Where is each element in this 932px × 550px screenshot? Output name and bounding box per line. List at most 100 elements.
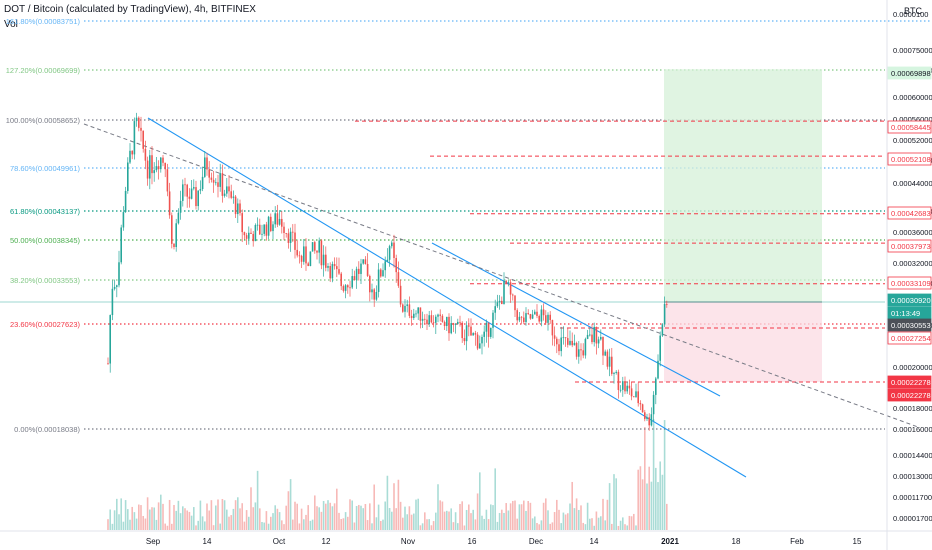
volume-bar-29 xyxy=(171,523,173,530)
volume-bar-24 xyxy=(160,494,162,530)
candle-body-233 xyxy=(619,389,622,391)
candle-body-116 xyxy=(362,259,364,264)
price-tag-9: 0.00027254 xyxy=(891,334,931,343)
volume-bar-199 xyxy=(545,498,547,530)
candle-body-136 xyxy=(406,304,408,306)
candle-body-252 xyxy=(661,324,664,336)
candle-body-29 xyxy=(171,215,173,244)
fib-label-4: 61.80%(0.00043137) xyxy=(10,207,81,216)
candle-body-93 xyxy=(311,242,314,252)
volume-bar-104 xyxy=(336,488,338,530)
volume-bar-141 xyxy=(417,498,419,530)
volume-bar-52 xyxy=(221,498,224,530)
volume-bar-159 xyxy=(457,523,459,530)
volume-bar-146 xyxy=(428,519,430,530)
candle-body-228 xyxy=(608,356,611,367)
volume-bar-220 xyxy=(591,518,593,530)
volume-bar-74 xyxy=(270,516,272,530)
candle-body-26 xyxy=(164,162,166,170)
volume-bar-40 xyxy=(195,525,197,530)
candle-body-58 xyxy=(234,196,237,215)
candle-body-182 xyxy=(507,282,510,284)
candle-body-227 xyxy=(606,351,609,367)
candle-body-162 xyxy=(463,338,466,342)
candle-body-208 xyxy=(564,337,567,339)
price-tag-bg-10 xyxy=(887,375,932,389)
candle-body-72 xyxy=(265,224,268,236)
candle-body-170 xyxy=(481,336,483,344)
volume-bar-70 xyxy=(261,521,263,530)
candle-body-24 xyxy=(160,157,162,170)
candle-body-134 xyxy=(402,304,404,312)
y-tick-12: 0.00044000 xyxy=(893,179,932,188)
candle-body-21 xyxy=(153,170,155,174)
volume-bar-80 xyxy=(283,524,285,530)
volume-bar-98 xyxy=(322,500,325,530)
candle-body-175 xyxy=(492,312,494,328)
volume-bar-153 xyxy=(443,511,446,530)
candle-body-248 xyxy=(652,394,655,415)
candle-body-210 xyxy=(569,340,571,345)
volume-bar-69 xyxy=(259,508,261,530)
candle-body-112 xyxy=(353,276,356,281)
candle-body-34 xyxy=(182,184,184,201)
price-tag-bg-9 xyxy=(887,331,932,345)
y-tick-3: 0.00014400 xyxy=(893,451,932,460)
y-tick-14: 0.00052000 xyxy=(893,136,932,145)
candle-body-130 xyxy=(393,242,395,259)
candle-body-203 xyxy=(553,335,556,339)
volume-bar-226 xyxy=(604,520,606,530)
volume-bar-237 xyxy=(628,515,631,530)
volume-bar-61 xyxy=(241,503,243,530)
candle-body-234 xyxy=(622,381,624,390)
volume-bar-190 xyxy=(525,510,527,530)
candle-body-242 xyxy=(639,403,642,405)
candle-body-173 xyxy=(487,322,490,337)
volume-bar-129 xyxy=(391,511,393,530)
volume-bar-206 xyxy=(560,523,562,530)
volume-bar-17 xyxy=(144,518,147,530)
volume-bar-27 xyxy=(166,525,169,530)
candle-body-90 xyxy=(305,246,307,264)
x-tick-11: 15 xyxy=(853,537,862,546)
volume-bar-79 xyxy=(281,520,283,530)
volume-bar-100 xyxy=(327,500,329,530)
candle-body-166 xyxy=(472,333,474,336)
candle-body-81 xyxy=(285,232,287,234)
candle-body-177 xyxy=(496,302,499,307)
volume-bar-93 xyxy=(311,519,314,530)
candle-body-205 xyxy=(558,344,560,352)
chart-title: DOT / Bitcoin (calculated by TradingView… xyxy=(4,4,256,15)
candle-body-230 xyxy=(613,372,615,374)
volume-bar-115 xyxy=(360,505,362,530)
candle-body-224 xyxy=(600,337,602,340)
candle-body-6 xyxy=(120,227,122,263)
volume-bar-215 xyxy=(580,505,582,530)
candle-body-138 xyxy=(410,315,413,319)
candle-body-57 xyxy=(232,196,235,198)
volume-bar-21 xyxy=(153,507,155,530)
volume-bar-131 xyxy=(395,508,397,530)
volume-bar-130 xyxy=(393,483,395,530)
candle-body-164 xyxy=(468,325,470,327)
volume-bar-81 xyxy=(285,505,287,530)
candle-body-108 xyxy=(344,285,347,291)
volume-bar-192 xyxy=(529,502,532,530)
fib-label-1: 23.60%(0.00027623) xyxy=(10,320,81,329)
volume-bar-47 xyxy=(210,500,213,530)
candle-body-215 xyxy=(580,349,582,351)
candle-body-82 xyxy=(287,233,290,243)
volume-bar-114 xyxy=(358,504,360,530)
long-position-tool[interactable] xyxy=(0,69,885,382)
candle-body-51 xyxy=(219,173,221,187)
candle-body-78 xyxy=(278,218,281,225)
volume-bar-236 xyxy=(626,525,628,530)
candle-body-121 xyxy=(373,289,375,300)
volume-bar-217 xyxy=(584,524,587,530)
price-tag-1: 0.00058445 xyxy=(891,123,931,132)
volume-bar-34 xyxy=(182,506,184,530)
volume-bar-25 xyxy=(162,503,164,530)
volume-bar-135 xyxy=(404,506,406,530)
volume-bar-158 xyxy=(454,512,457,530)
